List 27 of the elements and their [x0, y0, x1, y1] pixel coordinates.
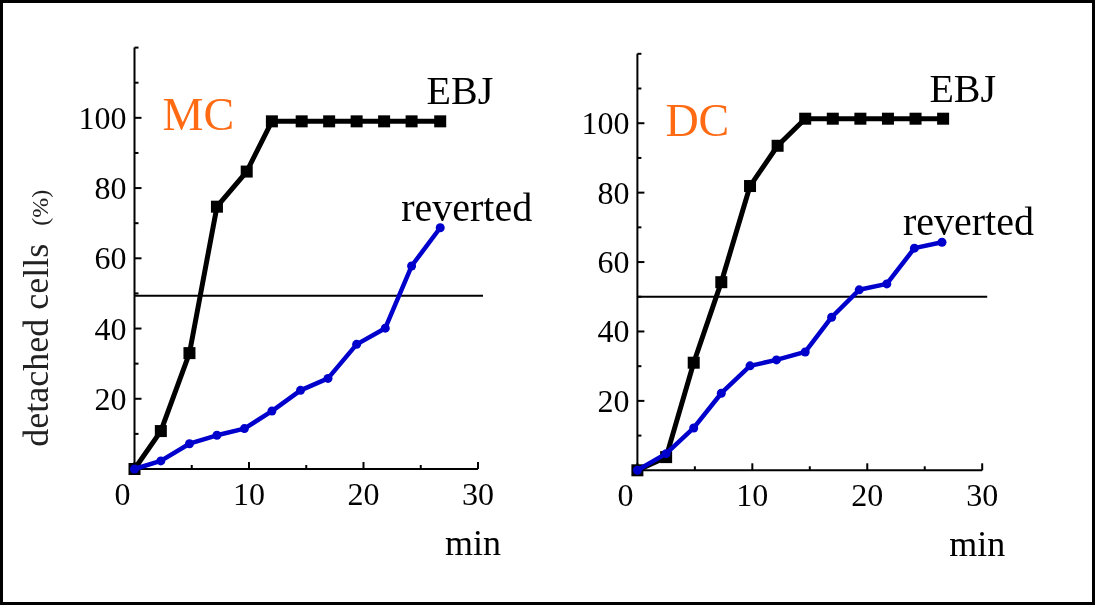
x-axis-title: min — [949, 524, 1006, 565]
y-tick-label: 80 — [94, 170, 127, 207]
x-tick-label: 0 — [617, 477, 634, 514]
y-tick-label: 60 — [94, 240, 127, 277]
y-tick-label: 20 — [597, 382, 630, 419]
series-label: EBJ — [426, 68, 494, 114]
y-tick-label: 100 — [78, 99, 127, 136]
series-label: reverted — [902, 199, 1034, 245]
x-tick-label: 20 — [851, 477, 884, 514]
x-tick-label: 10 — [736, 477, 769, 514]
x-axis-title: min — [444, 523, 502, 563]
y-tick-label: 80 — [597, 174, 630, 211]
y-tick-label: 60 — [597, 244, 630, 281]
y-tick-label: 20 — [94, 380, 127, 417]
y-axis-title: detached cells (%) — [16, 189, 56, 447]
y-tick-label: 100 — [581, 105, 630, 142]
y-tick-label: 40 — [597, 313, 630, 350]
annotation: DC — [665, 94, 730, 146]
x-tick-label: 30 — [462, 476, 494, 512]
x-tick-label: 0 — [114, 476, 131, 512]
series-label: reverted — [401, 184, 533, 230]
series-label: EBJ — [929, 65, 997, 111]
y-tick-label: 40 — [94, 310, 127, 347]
annotation: MC — [162, 88, 235, 140]
x-tick-label: 30 — [966, 477, 999, 514]
x-tick-label: 10 — [233, 476, 265, 512]
x-tick-label: 20 — [347, 476, 380, 512]
